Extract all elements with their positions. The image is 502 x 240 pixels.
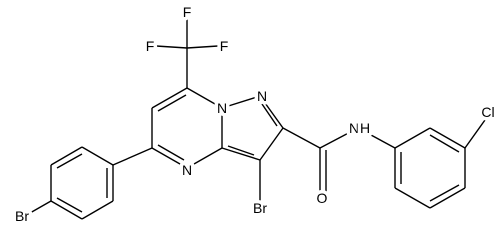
bond (186, 45, 219, 49)
atom-label: N (217, 100, 227, 116)
bond (221, 147, 261, 161)
atom-label: Br (15, 208, 29, 224)
bond (81, 200, 114, 220)
atom-label: F (220, 38, 229, 54)
bond (56, 153, 83, 169)
bond (227, 145, 255, 156)
atom-label: N (257, 88, 267, 104)
atom-label: H (360, 120, 370, 136)
bond (81, 146, 114, 166)
structure-diagram: F F F N N N Br O N H Cl Br (12, 1, 499, 228)
bonds (29, 14, 486, 220)
atom-labels: F F F N N N Br O N H Cl Br (12, 1, 499, 228)
bond (221, 95, 261, 109)
bond (319, 127, 359, 149)
bond (259, 95, 284, 129)
bond (157, 94, 187, 112)
bond (151, 87, 188, 109)
bond (50, 146, 83, 166)
bond (186, 147, 223, 169)
bond (429, 184, 460, 202)
bond (29, 200, 52, 214)
bond (464, 119, 486, 149)
atom-label: F (146, 38, 155, 54)
atom-label: N (349, 120, 359, 136)
bond (429, 127, 466, 149)
bond (112, 147, 153, 166)
bond (50, 200, 83, 220)
atom-label: N (182, 162, 192, 178)
atom-label: Br (253, 200, 267, 216)
atom-label: O (317, 190, 328, 206)
bond (429, 134, 460, 153)
atom-label: F (183, 4, 192, 20)
bond (155, 45, 188, 49)
bond (151, 147, 188, 169)
bond (394, 187, 431, 209)
bond (259, 127, 284, 161)
atom-label: Cl (481, 104, 494, 120)
bond (429, 187, 466, 209)
bond (282, 127, 321, 149)
bond (157, 144, 185, 161)
bond (394, 127, 431, 149)
bond (357, 127, 396, 149)
bond (261, 103, 278, 127)
bond (186, 87, 223, 109)
bond (56, 197, 83, 213)
